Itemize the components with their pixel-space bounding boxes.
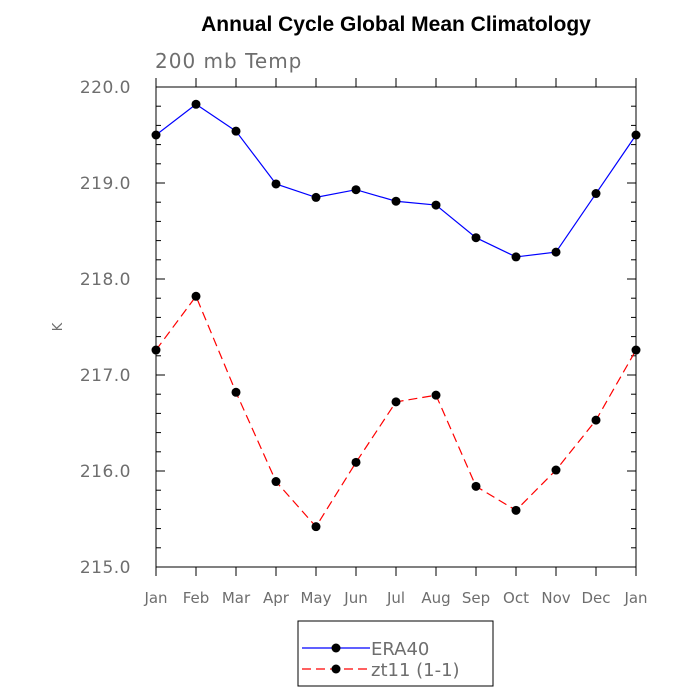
y-tick-label: 217.0 — [80, 366, 131, 386]
x-tick-label: Mar — [222, 589, 251, 607]
x-tick-label: Aug — [421, 589, 450, 607]
axes: Jan Feb Mar Apr May Jun Jul Aug Sep Oct Nov Dec Jan 2… — [80, 78, 648, 607]
series-2-point — [591, 415, 601, 425]
series-1-point — [431, 200, 441, 210]
series-2-point — [551, 465, 561, 475]
legend-marker-2 — [331, 664, 341, 674]
series-1-point — [551, 247, 561, 257]
series-2-point — [391, 397, 401, 407]
x-tick-label: Jan — [623, 589, 647, 607]
legend-box — [297, 620, 494, 687]
series-1-point — [511, 252, 521, 262]
x-tick-label: Jan — [143, 589, 167, 607]
series-2-point — [511, 505, 521, 515]
series-2-point — [271, 477, 281, 487]
series-1-point — [271, 179, 281, 189]
series-1-point — [631, 130, 641, 140]
series-2-point — [191, 291, 201, 301]
x-tick-label: Sep — [462, 589, 490, 607]
x-tick-label: May — [300, 589, 331, 607]
series-2-point — [311, 522, 321, 532]
x-tick-label: Nov — [541, 589, 570, 607]
series-1-point — [191, 99, 201, 109]
legend-label-1: ERA40 — [371, 639, 429, 660]
chart-title: Annual Cycle Global Mean Climatology — [201, 13, 591, 36]
y-tick-label: 216.0 — [80, 462, 131, 482]
series-2-point — [431, 390, 441, 400]
y-tick-label: 220.0 — [80, 78, 131, 98]
x-tick-label: Jun — [343, 589, 367, 607]
chart-subtitle: 200 mb Temp — [155, 49, 302, 73]
series-1-point — [391, 196, 401, 206]
series-2-point — [631, 345, 641, 355]
x-tick-label: Apr — [263, 589, 290, 607]
series-2-point — [471, 481, 481, 491]
series-2-point — [231, 387, 241, 397]
series-1-point — [591, 189, 601, 199]
x-tick-label: Dec — [581, 589, 610, 607]
y-axis-label: K — [51, 322, 66, 331]
x-tick-label: Jul — [386, 589, 405, 607]
y-tick-label: 219.0 — [80, 174, 131, 194]
series-1-point — [471, 233, 481, 243]
legend-marker-1 — [331, 643, 341, 653]
y-tick-label: 218.0 — [80, 270, 131, 290]
x-tick-label: Feb — [183, 589, 210, 607]
series-1-point — [151, 130, 161, 140]
series-1-point — [311, 192, 321, 202]
series-2-point — [351, 457, 361, 467]
series-2-point — [151, 345, 161, 355]
plot-frame — [155, 86, 637, 568]
series-line-1 — [155, 103, 637, 258]
legend-label-2: zt11 (1-1) — [371, 660, 460, 681]
series-1-point — [231, 126, 241, 136]
y-tick-label: 215.0 — [80, 558, 131, 578]
series-line-2 — [155, 295, 637, 528]
series-layer — [151, 99, 641, 532]
series-1-point — [351, 185, 361, 195]
x-tick-label: Oct — [503, 589, 529, 607]
